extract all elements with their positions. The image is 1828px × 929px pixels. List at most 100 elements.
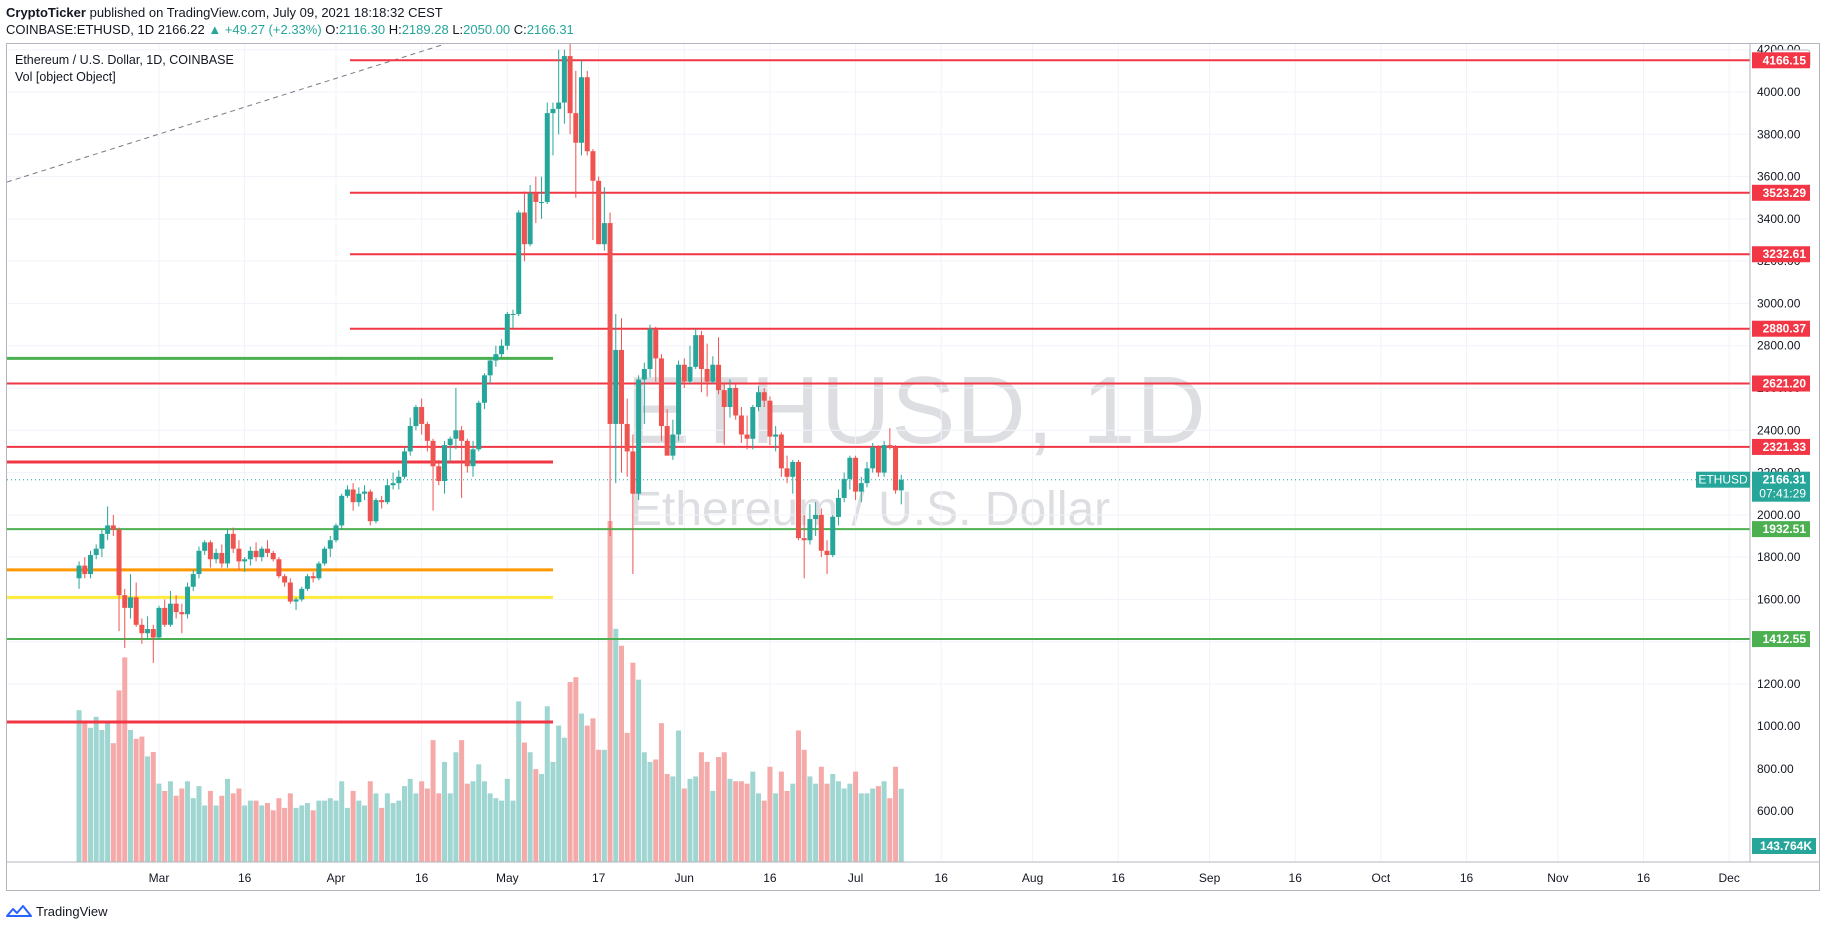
open-label: O: xyxy=(325,22,340,37)
candle xyxy=(596,176,602,245)
price-level-tag xyxy=(1752,52,1810,69)
high-label: H: xyxy=(388,22,402,37)
volume-bar xyxy=(253,800,259,862)
volume-bar xyxy=(339,781,345,862)
candle xyxy=(185,582,191,619)
candle xyxy=(784,455,790,484)
volume-bar xyxy=(807,776,813,862)
candle xyxy=(801,514,807,579)
candle xyxy=(579,60,585,156)
y-tick-label: 2400.00 xyxy=(1757,423,1801,437)
y-tick-label: 2000.00 xyxy=(1757,508,1801,522)
last-price-label: 2166.31 xyxy=(1763,473,1807,487)
candle-body xyxy=(738,415,744,435)
volume-bar xyxy=(813,783,819,862)
tradingview-footer[interactable]: TradingView xyxy=(6,903,108,919)
price-level-label: 2321.33 xyxy=(1763,440,1807,454)
candle xyxy=(767,396,773,446)
price-chart[interactable]: 1200.001400.001600.001800.002000.002200.… xyxy=(0,0,1828,900)
y-tick-label: 3800.00 xyxy=(1757,127,1801,141)
candle xyxy=(87,550,93,579)
close-label: C: xyxy=(513,22,527,37)
volume-bar xyxy=(761,800,767,862)
chart-legend: Ethereum / U.S. Dollar, 1D, COINBASE Vol… xyxy=(15,52,234,86)
candle-body xyxy=(105,525,111,534)
volume-bar xyxy=(430,740,436,862)
candle xyxy=(556,49,562,135)
candle xyxy=(110,514,116,536)
x-tick-label: 16 xyxy=(935,871,949,885)
volume-bar xyxy=(282,807,288,862)
chart-frame[interactable] xyxy=(6,43,1820,891)
volume-bar xyxy=(618,645,624,862)
volume-bar xyxy=(801,749,807,862)
candle-body xyxy=(99,533,105,549)
price-level-tag xyxy=(1752,438,1810,455)
volume-bar xyxy=(636,679,642,862)
volume-bar xyxy=(390,803,396,862)
candle-body xyxy=(287,582,293,602)
candle-body xyxy=(630,451,636,494)
candle xyxy=(441,440,447,494)
candle xyxy=(276,557,282,579)
candle-body xyxy=(898,479,904,491)
volume-bar xyxy=(407,778,413,862)
candle-body xyxy=(487,360,493,376)
x-tick-label: 17 xyxy=(592,871,606,885)
candle-body xyxy=(219,552,225,564)
candle-body xyxy=(773,434,779,437)
volume-bar xyxy=(858,793,864,862)
candle xyxy=(795,459,801,541)
candle xyxy=(738,407,744,443)
volume-bar xyxy=(533,769,539,862)
volume-bar xyxy=(225,778,231,862)
candle-body xyxy=(493,354,499,361)
candle-body xyxy=(818,514,824,551)
x-tick-label: Sep xyxy=(1199,871,1221,885)
candle-body xyxy=(436,466,442,482)
candle-body xyxy=(618,349,624,424)
volume-bar xyxy=(847,783,853,862)
candle-body xyxy=(596,180,602,245)
open-value: 2116.30 xyxy=(339,22,386,37)
candle xyxy=(727,379,733,418)
candle xyxy=(322,546,328,566)
candle-body xyxy=(550,108,556,114)
candle-body xyxy=(539,201,545,203)
candle xyxy=(127,574,133,619)
countdown-label: 07:41:29 xyxy=(1759,487,1806,501)
price-change: ▲ +49.27 (+2.33%) xyxy=(208,22,322,37)
volume-bar xyxy=(156,783,162,862)
volume-bar xyxy=(122,657,128,862)
volume-bar xyxy=(664,774,670,862)
candle-body xyxy=(835,497,841,517)
candle xyxy=(156,605,162,640)
candle xyxy=(253,542,259,562)
candle-body xyxy=(259,548,265,558)
candle xyxy=(670,419,676,460)
volume-bar xyxy=(76,710,82,862)
candle xyxy=(367,489,373,526)
volume-bar xyxy=(767,766,773,862)
volume-bar xyxy=(162,790,168,862)
candle-body xyxy=(841,478,847,498)
candle-body xyxy=(756,392,762,408)
volume-bar xyxy=(447,793,453,862)
candle xyxy=(807,504,813,545)
candle xyxy=(162,599,168,627)
candle xyxy=(533,176,539,224)
candle xyxy=(362,485,368,501)
author-name[interactable]: CryptoTicker xyxy=(6,5,86,20)
candle xyxy=(813,502,819,536)
candle-body xyxy=(162,607,168,625)
volume-bar xyxy=(830,774,836,862)
candle-body xyxy=(499,345,505,355)
volume-bar xyxy=(133,738,139,862)
candle-body xyxy=(750,407,756,439)
candle xyxy=(259,546,265,562)
volume-bar xyxy=(242,805,248,862)
candle-body xyxy=(110,525,116,530)
volume-tick-label: 600.00 xyxy=(1757,804,1794,818)
tradingview-logo-icon xyxy=(6,905,32,917)
legend-title: Ethereum / U.S. Dollar, 1D, COINBASE xyxy=(15,53,234,67)
